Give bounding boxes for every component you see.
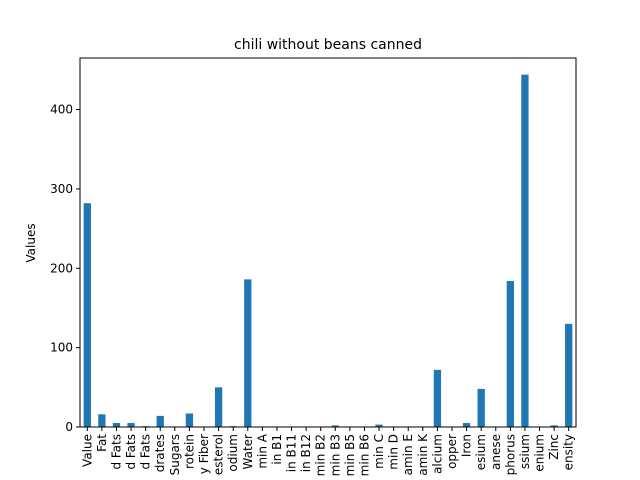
bar <box>83 203 91 427</box>
bar <box>127 423 135 427</box>
y-axis-label: Values <box>24 223 38 262</box>
x-tick-label: d Fats <box>139 434 153 470</box>
x-tick-label: d Fats <box>109 434 123 470</box>
y-tick-label: 300 <box>50 182 73 196</box>
x-tick-label: Fat <box>95 434 109 452</box>
x-tick-label: anese <box>489 434 503 470</box>
x-tick-label: ensity <box>562 434 576 470</box>
x-tick-label: Sugars <box>168 434 182 475</box>
x-tick-label: enium <box>533 434 547 472</box>
bar <box>156 415 164 427</box>
bar <box>331 425 339 427</box>
y-tick-label: 400 <box>50 103 73 117</box>
bar <box>244 279 252 427</box>
x-tick-label: opper <box>445 434 459 469</box>
x-tick-label: Value <box>80 434 94 467</box>
x-tick-label: min B2 <box>314 434 328 476</box>
x-tick-label: alcium <box>430 434 444 474</box>
bar <box>565 323 573 427</box>
x-tick-label: min B5 <box>343 434 357 476</box>
y-tick-label: 0 <box>65 420 73 434</box>
bar <box>214 387 223 427</box>
x-tick-label: odium <box>226 434 240 472</box>
y-ticks-group: 0 100 200 300 400 <box>50 103 80 434</box>
x-tick-label: min A <box>255 433 269 468</box>
x-tick-label: esterol <box>212 434 226 475</box>
x-ticks-group: Value Fat d Fats d Fats d Fats drates Sugars ro… <box>80 427 576 476</box>
bar <box>375 424 383 427</box>
x-tick-label: d Fats <box>124 434 138 470</box>
y-tick-label: 100 <box>50 341 73 355</box>
y-tick-label: 200 <box>50 261 73 275</box>
x-tick-label: min C <box>372 434 386 469</box>
x-tick-label: phorus <box>503 434 517 475</box>
bar <box>506 280 514 427</box>
x-tick-label: in B11 <box>285 434 299 472</box>
x-tick-label: rotein <box>182 434 196 469</box>
x-tick-label: min B3 <box>328 434 342 476</box>
x-tick-label: drates <box>153 434 167 472</box>
x-tick-label: ssium <box>518 434 532 469</box>
bar <box>462 423 471 427</box>
x-tick-label: amin K <box>416 433 430 476</box>
x-tick-label: in B1 <box>270 434 284 465</box>
bar <box>521 74 529 427</box>
x-tick-label: in B12 <box>299 434 313 472</box>
x-tick-label: esium <box>474 434 488 470</box>
x-tick-label: Water <box>241 434 255 470</box>
bars-group <box>83 74 573 427</box>
bar <box>185 413 194 427</box>
bar <box>477 388 485 427</box>
x-tick-label: amin E <box>401 434 415 475</box>
x-tick-label: min D <box>387 434 401 470</box>
bar <box>550 425 558 427</box>
x-tick-label: Zinc <box>547 434 561 460</box>
bar <box>98 414 106 427</box>
chart-title: chili without beans canned <box>234 37 422 53</box>
bar <box>433 369 442 427</box>
plot-frame <box>79 57 577 428</box>
x-tick-label: Iron <box>460 434 474 457</box>
x-tick-label: min B6 <box>357 434 371 476</box>
x-tick-label: y Fiber <box>197 434 211 474</box>
bar <box>112 423 121 427</box>
